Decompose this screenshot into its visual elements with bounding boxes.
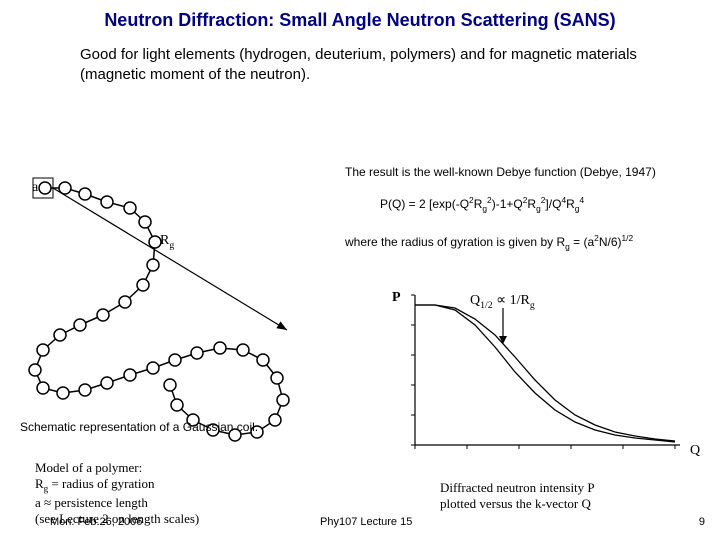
q-axis-label: Q (690, 443, 700, 459)
page-title: Neutron Diffraction: Small Angle Neutron… (0, 0, 720, 31)
polymer-coil-diagram (15, 170, 335, 450)
intro-text: Good for light elements (hydrogen, deute… (80, 45, 650, 84)
footer-lecture: Phy107 Lecture 15 (320, 516, 412, 528)
debye-line: The result is the well-known Debye funct… (345, 165, 656, 179)
footer-page: 9 (699, 516, 705, 528)
intensity-curve-chart (400, 290, 690, 460)
footer-date: Mon. Feb.26, 2006 (50, 516, 142, 528)
schematic-caption: Schematic representation of a Gaussian c… (20, 420, 258, 434)
formula-rg: where the radius of gyration is given by… (345, 233, 633, 251)
formula-pq: P(Q) = 2 [exp(-Q2Rg2)-1+Q2Rg2]/Q4Rg4 (380, 195, 584, 213)
diffracted-description: Diffracted neutron intensity Pplotted ve… (440, 480, 595, 513)
